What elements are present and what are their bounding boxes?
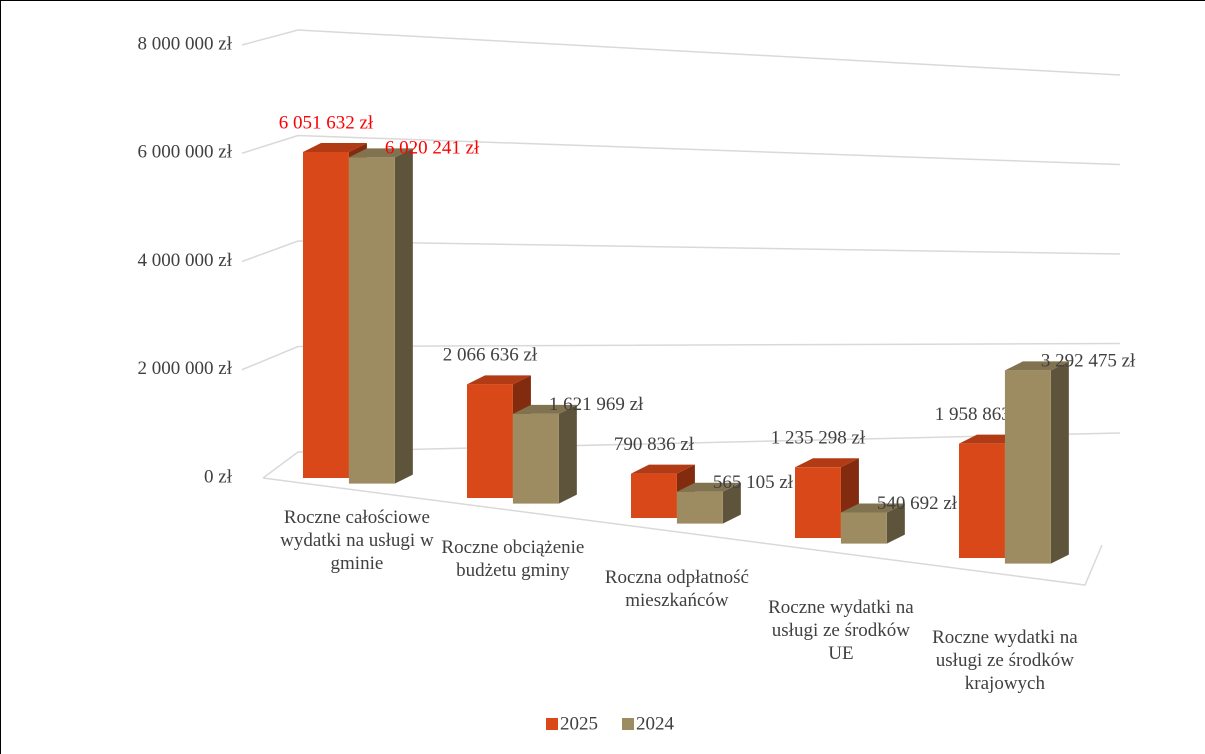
- value-label: 540 692 zł: [877, 493, 958, 514]
- y-tick-label: 0 zł: [204, 466, 233, 487]
- y-tick-label: 4 000 000 zł: [138, 250, 233, 271]
- legend-swatch: [622, 718, 634, 730]
- x-tick-label: Roczne obciążenie budżetu gminy: [441, 537, 585, 581]
- bar-top: [1004, 361, 1069, 371]
- bar-front: [348, 157, 395, 484]
- y-tick-label: 2 000 000 zł: [138, 358, 233, 379]
- value-label: 1 235 298 zł: [771, 428, 866, 449]
- y-tick-label: 6 000 000 zł: [138, 142, 233, 163]
- bar: [795, 458, 859, 538]
- bar-side: [394, 148, 413, 484]
- bar-front: [840, 512, 887, 544]
- legend-swatch: [546, 718, 558, 730]
- grid-line: [262, 432, 1121, 479]
- value-label: 3 292 475 zł: [1041, 351, 1136, 372]
- bar-front: [795, 467, 841, 538]
- x-tick-label: Roczne całościowe wydatki na usługi w gm…: [280, 507, 434, 574]
- bar-top: [303, 142, 367, 152]
- bar: [348, 148, 413, 484]
- bar-top: [631, 464, 695, 474]
- value-label: 2 066 636 zł: [443, 345, 538, 366]
- bar-side: [1050, 361, 1069, 564]
- grid-line: [241, 29, 1121, 76]
- bar: [676, 482, 741, 524]
- bar: [840, 503, 905, 544]
- bar-front: [512, 413, 559, 504]
- bar-front: [959, 443, 1005, 558]
- value-label: 565 105 zł: [713, 472, 794, 493]
- grid-line: [241, 134, 1121, 166]
- value-label: 6 020 241 zł: [385, 138, 480, 159]
- bar: [512, 404, 577, 504]
- bar-top: [795, 458, 859, 468]
- bar-side: [558, 404, 577, 504]
- bar-front: [631, 473, 677, 518]
- value-label: 6 051 632 zł: [279, 112, 374, 133]
- grid-line: [241, 342, 1121, 371]
- legend-label: 2024: [636, 713, 675, 734]
- bar-top: [467, 375, 531, 385]
- x-tick-label: Roczne wydatki na usługi ze środków kraj…: [932, 627, 1078, 694]
- x-tick-label: Roczne wydatki na usługi ze środków UE: [768, 597, 914, 664]
- bar-top: [676, 482, 741, 492]
- floor-edge: [262, 477, 1103, 586]
- bar-front: [467, 384, 513, 498]
- bar: [467, 375, 531, 498]
- bar-front: [303, 151, 349, 478]
- bar: [1004, 361, 1069, 564]
- y-tick-label: 8 000 000 zł: [138, 33, 233, 54]
- grid-line: [241, 240, 1121, 263]
- bar-front: [676, 491, 723, 524]
- legend-label: 2025: [560, 713, 598, 734]
- x-tick-label: Roczna odpłatność mieszkańców: [604, 567, 749, 611]
- bar: [631, 464, 695, 518]
- bar-front: [1004, 370, 1051, 564]
- bar-top: [840, 503, 905, 513]
- bar-side: [722, 482, 741, 524]
- bar-side: [886, 503, 905, 544]
- bar-top: [348, 148, 413, 158]
- value-label: 790 836 zł: [614, 434, 695, 455]
- value-label: 1 621 969 zł: [549, 394, 644, 415]
- bar-top: [512, 404, 577, 414]
